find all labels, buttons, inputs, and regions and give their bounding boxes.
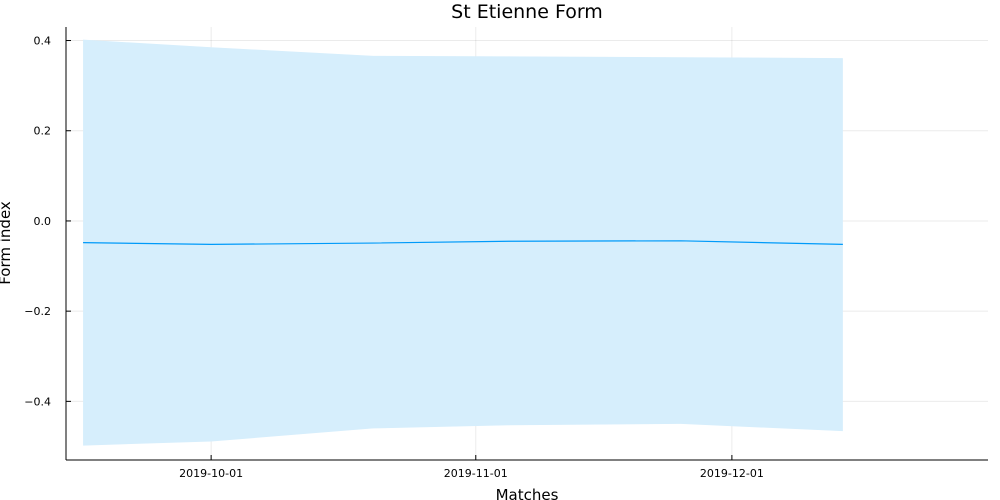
line-layer (83, 240, 843, 246)
chart-title: St Etienne Form (451, 1, 603, 23)
x-tick-label: 2019-12-01 (700, 467, 764, 480)
confidence-band-layer (83, 39, 843, 446)
series-line (83, 240, 843, 246)
x-tick-label: 2019-11-01 (444, 467, 508, 480)
tick-layer: 2019-10-01 2019-11-01 2019-12-01 −0.4 −0.2 0.… (24, 35, 764, 480)
confidence-band (83, 39, 843, 446)
x-axis-label: Matches (496, 486, 559, 500)
y-tick-label: −0.4 (24, 395, 51, 408)
y-tick-label: −0.2 (24, 305, 51, 318)
y-axis-label: Form index (0, 201, 14, 285)
y-tick-label: 0.4 (34, 35, 52, 48)
y-tick-label: 0.2 (34, 125, 52, 138)
x-tick-label: 2019-10-01 (179, 467, 243, 480)
y-tick-label: 0.0 (34, 215, 52, 228)
